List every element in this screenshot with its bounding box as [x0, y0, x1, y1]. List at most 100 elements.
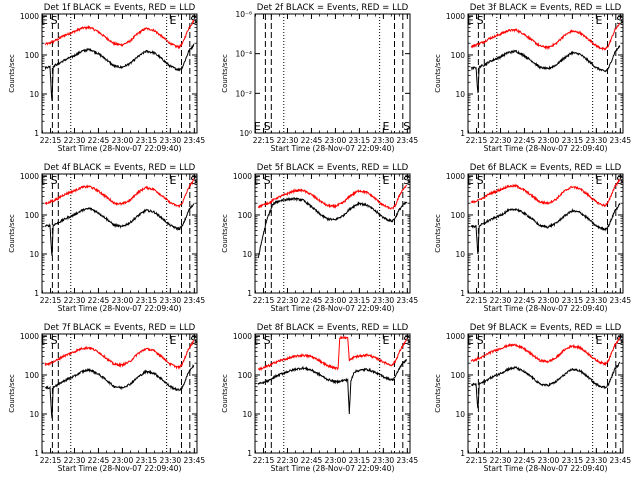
edge-label-e: E — [596, 334, 603, 347]
series-lld-line — [257, 335, 408, 372]
y-tick-label: 10⁰ — [239, 129, 252, 138]
x-tick-label: 23:45 — [184, 296, 206, 305]
edge-label-e: E — [596, 14, 603, 27]
y-tick-label: 100 — [25, 51, 40, 60]
x-tick-label: 22:30 — [64, 296, 86, 305]
edge-label-s: S — [51, 14, 58, 27]
y-tick-label: 100 — [238, 371, 253, 380]
x-tick-label: 23:15 — [349, 296, 371, 305]
chart-panel-4: Det 4f BLACK = Events, RED = LLD Counts/s… — [8, 163, 205, 313]
x-tick-label: 23:15 — [349, 456, 371, 465]
y-axis-label: Counts/sec — [221, 54, 229, 93]
series-events-line — [257, 359, 408, 415]
y-axis-label: Counts/sec — [434, 374, 442, 413]
y-tick-label: 10 — [455, 90, 465, 99]
y-axis-label: Counts/sec — [8, 54, 16, 93]
x-tick-label: 23:00 — [112, 456, 134, 465]
series-events-line — [44, 364, 195, 419]
x-tick-label: 22:30 — [277, 296, 299, 305]
edge-label-e: E — [170, 174, 177, 187]
x-tick-label: 23:15 — [136, 296, 158, 305]
y-tick-label: 1 — [460, 289, 465, 298]
chart-title: Det 9f BLACK = Events, RED = LLD — [470, 323, 622, 333]
series-events-line — [470, 361, 621, 409]
edge-label-e: E — [383, 334, 390, 347]
y-tick-label: 1 — [34, 449, 39, 458]
x-tick-label: 23:15 — [562, 456, 584, 465]
chart-panel-1: Det 1f BLACK = Events, RED = LLD Counts/s… — [8, 3, 205, 153]
x-tick-label: 23:45 — [184, 136, 206, 145]
chart-panel-2: Det 2f BLACK = Events, RED = LLD Counts/s… — [221, 3, 418, 153]
x-axis-label: Start Time (28-Nov-07 22:09:40) — [484, 464, 608, 473]
x-tick-label: 22:15 — [466, 136, 488, 145]
x-tick-label: 23:30 — [160, 456, 182, 465]
chart-panel-3: Det 3f BLACK = Events, RED = LLD Counts/s… — [434, 3, 631, 153]
x-tick-label: 23:15 — [349, 136, 371, 145]
y-tick-label: 10⁻⁴ — [235, 50, 252, 59]
edge-label-e: E — [170, 14, 177, 27]
chart-title: Det 1f BLACK = Events, RED = LLD — [44, 3, 196, 13]
x-tick-label: 23:00 — [538, 456, 560, 465]
x-tick-label: 22:30 — [64, 136, 86, 145]
chart-title: Det 5f BLACK = Events, RED = LLD — [257, 163, 409, 173]
plot-frame — [467, 333, 624, 454]
series-lld-line — [470, 22, 621, 51]
x-tick-label: 23:45 — [397, 456, 419, 465]
x-tick-label: 23:30 — [373, 136, 395, 145]
x-tick-label: 22:45 — [301, 296, 323, 305]
y-tick-label: 1000 — [20, 12, 39, 21]
series-lld-line — [257, 184, 408, 210]
x-axis-label: Start Time (28-Nov-07 22:09:40) — [271, 464, 395, 473]
x-tick-label: 22:30 — [490, 136, 512, 145]
y-tick-label: 1000 — [20, 332, 39, 341]
edge-label-s: S — [51, 174, 58, 187]
edge-label-e: E — [254, 120, 261, 133]
x-tick-label: 23:45 — [610, 136, 632, 145]
chart-title: Det 4f BLACK = Events, RED = LLD — [44, 163, 196, 173]
x-tick-label: 23:15 — [136, 136, 158, 145]
chart-title: Det 8f BLACK = Events, RED = LLD — [257, 323, 409, 333]
series-lld-line — [470, 178, 621, 208]
x-tick-label: 23:00 — [325, 456, 347, 465]
edge-label-e: E — [467, 14, 474, 27]
x-tick-label: 22:15 — [253, 136, 275, 145]
y-tick-label: 10 — [29, 410, 39, 419]
x-tick-label: 22:45 — [514, 456, 536, 465]
edge-label-e: E — [170, 334, 177, 347]
edge-label-e: E — [41, 334, 48, 347]
edge-label-e: E — [383, 174, 390, 187]
x-tick-label: 23:30 — [373, 456, 395, 465]
edge-label-s: S — [616, 334, 623, 347]
plot-frame — [254, 333, 411, 454]
series-events-line — [470, 202, 621, 255]
edge-label-e: E — [383, 120, 390, 133]
y-tick-label: 10 — [455, 410, 465, 419]
y-tick-label: 1000 — [446, 172, 465, 181]
x-tick-label: 22:45 — [88, 456, 110, 465]
plot-frame — [254, 173, 411, 294]
series-lld-line — [44, 177, 195, 208]
edge-label-s: S — [264, 174, 271, 187]
edge-label-s: S — [477, 14, 484, 27]
x-tick-label: 22:30 — [277, 456, 299, 465]
y-tick-label: 1000 — [233, 332, 252, 341]
x-tick-label: 22:15 — [253, 296, 275, 305]
x-tick-label: 23:00 — [325, 136, 347, 145]
x-tick-label: 22:15 — [40, 136, 62, 145]
x-tick-label: 22:45 — [88, 296, 110, 305]
edge-label-e: E — [41, 174, 48, 187]
y-axis-label: Counts/sec — [434, 214, 442, 253]
series-lld-line — [44, 19, 195, 50]
x-tick-label: 22:30 — [490, 296, 512, 305]
edge-label-s: S — [190, 334, 197, 347]
x-tick-label: 23:00 — [538, 136, 560, 145]
chart-panel-7: Det 7f BLACK = Events, RED = LLD Counts/s… — [8, 323, 205, 473]
plot-frame — [41, 173, 198, 294]
y-tick-label: 10⁻⁶ — [235, 10, 252, 19]
y-tick-label: 1 — [460, 449, 465, 458]
x-axis-label: Start Time (28-Nov-07 22:09:40) — [271, 304, 395, 313]
plot-frame — [467, 173, 624, 294]
x-tick-label: 22:30 — [64, 456, 86, 465]
edge-label-s: S — [403, 334, 410, 347]
x-tick-label: 23:00 — [112, 296, 134, 305]
